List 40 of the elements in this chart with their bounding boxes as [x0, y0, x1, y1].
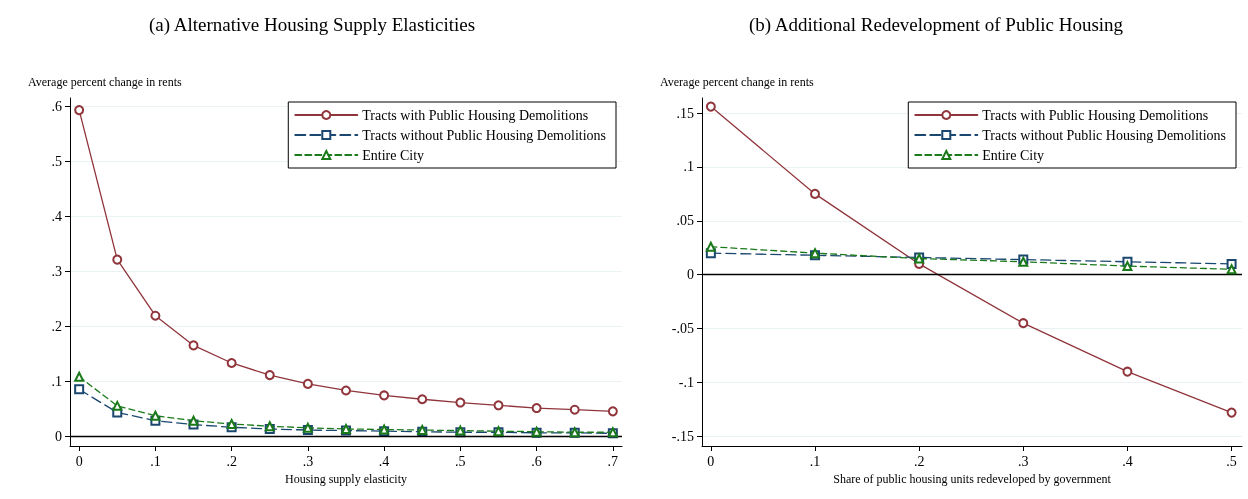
legend-label: Tracts without Public Housing Demolitions — [362, 127, 606, 143]
y-tick-label: 0 — [687, 267, 694, 283]
x-tick-label: .6 — [531, 453, 542, 469]
chart-title: (a) Alternative Housing Supply Elasticities — [148, 14, 476, 36]
x-tick-label: .1 — [150, 453, 161, 469]
legend-label: Entire City — [982, 147, 1045, 163]
x-tick-label: .5 — [455, 453, 466, 469]
y-tick-label: -.05 — [671, 321, 694, 337]
x-tick-label: .3 — [1018, 453, 1029, 469]
y-tick-label: .15 — [676, 105, 694, 121]
x-tick-label: .3 — [302, 453, 314, 469]
x-tick-label: .5 — [1226, 453, 1237, 469]
y-tick-label: .1 — [683, 159, 694, 175]
x-axis-title: Housing supply elasticity — [285, 471, 407, 486]
legend-label: Tracts without Public Housing Demolitions — [982, 127, 1226, 143]
x-tick-label: .2 — [226, 453, 237, 469]
y-tick-label: .05 — [676, 213, 694, 229]
y-tick-label: .6 — [51, 98, 62, 114]
y-tick-label: .1 — [51, 373, 62, 389]
legend-label: Tracts with Public Housing Demolitions — [362, 107, 589, 123]
chart-title: (b) Additional Redevelopment of Public Housing — [748, 14, 1124, 36]
x-tick-label: .2 — [913, 453, 925, 469]
y-tick-label: .2 — [51, 318, 62, 334]
y-tick-label: 0 — [55, 428, 62, 444]
x-tick-label: 0 — [707, 453, 715, 469]
y-tick-label: -.15 — [671, 428, 694, 444]
y-axis-title: Average percent change in rents — [660, 75, 815, 89]
x-tick-label: .4 — [1122, 453, 1133, 469]
y-tick-label: -.1 — [678, 374, 694, 390]
x-tick-label: .7 — [607, 453, 619, 469]
y-tick-label: .3 — [51, 263, 62, 279]
y-tick-label: .4 — [51, 208, 62, 224]
y-tick-label: .5 — [51, 153, 62, 169]
legend-label: Tracts with Public Housing Demolitions — [982, 107, 1209, 123]
x-tick-label: .4 — [378, 453, 390, 469]
x-tick-label: 0 — [75, 453, 83, 469]
x-tick-label: .1 — [809, 453, 821, 469]
legend-label: Entire City — [362, 147, 425, 163]
y-axis-title: Average percent change in rents — [28, 75, 183, 89]
x-axis-title: Share of public housing units redeveloped by government — [833, 471, 1112, 486]
